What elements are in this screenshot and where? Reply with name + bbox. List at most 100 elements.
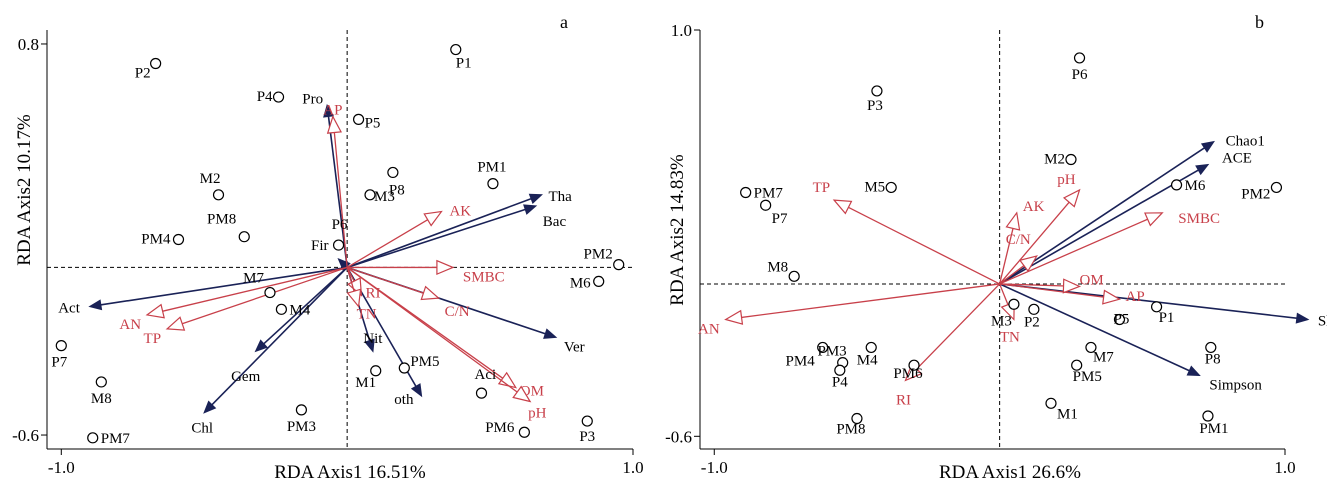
site-label: M6 — [570, 275, 591, 291]
env-vector-om: OM — [999, 272, 1104, 294]
site-p4: P4 — [832, 364, 848, 390]
species-label: Pro — [302, 91, 323, 107]
site-point — [150, 57, 162, 70]
species-vector-gem: Gem — [231, 266, 348, 385]
site-m3: M3 — [364, 189, 395, 205]
env-label: RI — [896, 392, 911, 408]
site-m2: M2 — [1044, 152, 1077, 168]
site-point — [817, 341, 829, 354]
site-label: P6 — [1072, 67, 1088, 83]
site-point — [398, 362, 410, 374]
env-vector-smbc: SMBC — [347, 259, 505, 285]
site-label: P5 — [365, 115, 381, 131]
site-p8: P8 — [1205, 341, 1221, 367]
site-p7: P7 — [51, 340, 68, 371]
site-point — [885, 181, 897, 194]
site-point — [871, 85, 883, 97]
site-p1: P1 — [1150, 301, 1174, 326]
vector-line — [160, 266, 348, 313]
site-point — [581, 415, 593, 427]
site-point — [387, 166, 399, 179]
site-pm5: PM5 — [398, 354, 440, 374]
site-point — [593, 275, 605, 287]
site-point — [264, 286, 276, 299]
site-label: P3 — [867, 98, 883, 114]
site-m7: M7 — [243, 271, 276, 299]
site-label: M5 — [864, 179, 885, 195]
site-label: M7 — [1093, 349, 1114, 365]
site-label: P2 — [135, 66, 151, 82]
env-label: C/N — [445, 304, 470, 320]
vector-line — [999, 283, 1106, 299]
env-label: OM — [1080, 272, 1104, 288]
site-p2: P2 — [135, 57, 162, 82]
env-label: AK — [1023, 199, 1045, 215]
site-pm1: PM1 — [1199, 410, 1229, 437]
env-label: TN — [1000, 329, 1020, 345]
site-point — [1028, 303, 1040, 315]
site-point — [475, 387, 488, 399]
site-point — [788, 270, 800, 282]
env-vector-an: AN — [698, 283, 1000, 337]
vector-line — [999, 283, 1193, 373]
site-label: PM2 — [1241, 186, 1270, 202]
y-tick-label: 0.8 — [18, 35, 39, 54]
species-label: Chl — [191, 421, 213, 437]
x-axis-title: RDA Axis1 16.51% — [274, 462, 426, 483]
vector-line — [346, 218, 430, 268]
site-point — [613, 259, 625, 271]
species-label: Nit — [363, 331, 383, 347]
site-pm6: PM6 — [485, 420, 530, 438]
species-vector-act: Act — [58, 266, 348, 317]
site-label: PM5 — [410, 354, 439, 370]
panel-letter: a — [560, 12, 568, 32]
site-point — [851, 412, 863, 425]
env-vector-ak: AK — [999, 199, 1045, 285]
site-point — [95, 376, 107, 388]
site-label: PM2 — [584, 247, 613, 263]
site-label: PM8 — [836, 422, 865, 438]
env-vector-tp: TP — [813, 180, 1000, 285]
site-p3: P3 — [579, 415, 595, 445]
site-p6: P6 — [1072, 52, 1088, 83]
site-label: PM1 — [477, 160, 506, 176]
env-vector-ap: AP — [999, 283, 1145, 305]
env-vector-tp: TP — [144, 266, 348, 347]
species-vector-bac: Bac — [346, 204, 566, 269]
site-label: P6 — [332, 217, 348, 233]
site-point — [295, 404, 308, 416]
vector-line — [327, 113, 348, 268]
species-label: Act — [58, 301, 80, 317]
site-m1: M1 — [355, 365, 382, 391]
site-label: PM4 — [141, 232, 171, 248]
env-label: AP — [1125, 289, 1144, 305]
vector-line — [346, 266, 520, 394]
site-pm5: PM5 — [1071, 359, 1102, 385]
env-label: pH — [1057, 172, 1076, 188]
site-p1: P1 — [450, 43, 472, 72]
site-label: Aci — [474, 367, 496, 383]
site-point — [364, 189, 376, 201]
site-m7: M7 — [1085, 341, 1114, 365]
site-p6: P6 — [332, 217, 348, 251]
site-pm4: PM4 — [141, 232, 185, 248]
env-label: SMBC — [463, 269, 505, 285]
site-point — [172, 233, 185, 246]
site-pm2: PM2 — [584, 247, 625, 271]
species-label: ACE — [1222, 151, 1252, 167]
site-aci: Aci — [474, 367, 496, 399]
env-label: pH — [528, 406, 547, 422]
site-label: M4 — [857, 352, 878, 368]
env-label: AN — [119, 317, 141, 333]
site-label: M1 — [355, 375, 376, 391]
site-label: PM7 — [101, 431, 131, 447]
site-point — [1205, 341, 1217, 354]
vector-line — [346, 196, 535, 269]
site-point — [370, 365, 382, 377]
site-pm4: PM4 — [786, 341, 829, 369]
species-vector-ace: ACE — [999, 151, 1252, 285]
vector-line — [346, 267, 356, 294]
y-axis-title: RDA Axis2 10.17% — [14, 114, 35, 266]
vector-line — [97, 266, 348, 307]
site-point — [332, 239, 345, 251]
